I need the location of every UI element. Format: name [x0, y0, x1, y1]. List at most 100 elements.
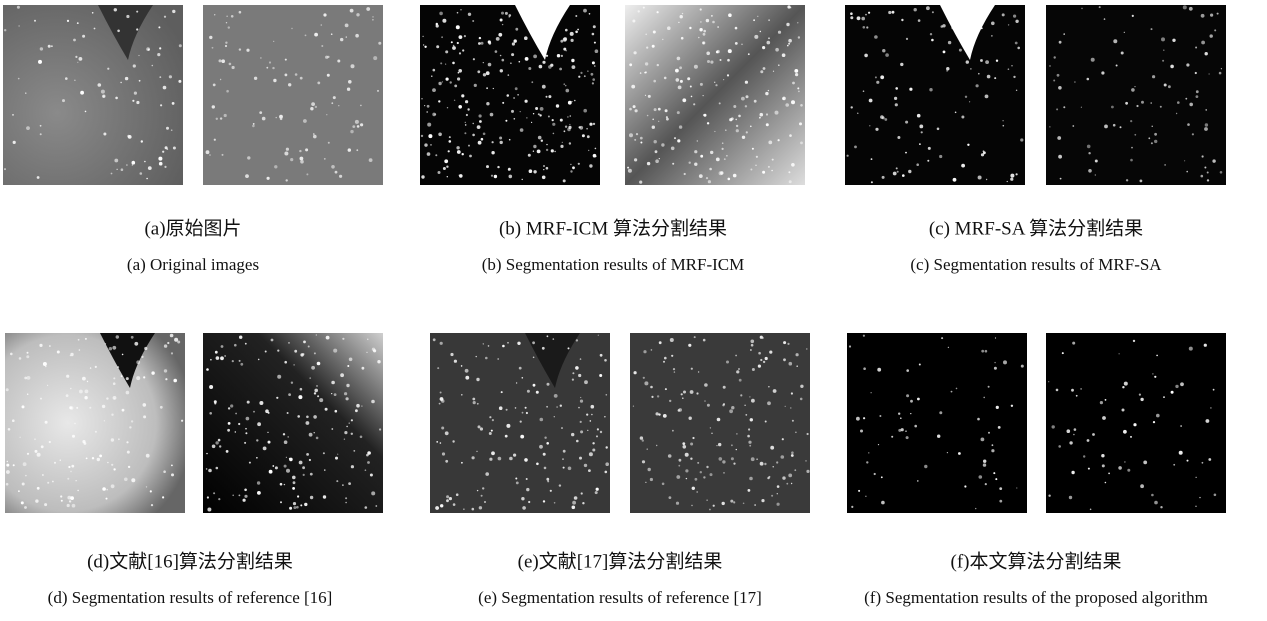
speckle	[277, 350, 279, 352]
speckle	[563, 467, 565, 469]
speckle	[592, 449, 595, 452]
speckle	[533, 357, 535, 359]
speckle	[303, 474, 305, 476]
speckle	[1151, 142, 1153, 144]
speckle	[736, 129, 739, 132]
speckle	[72, 504, 76, 508]
speckle	[1111, 106, 1114, 109]
speckle	[1080, 388, 1082, 390]
speckle	[113, 382, 116, 385]
speckle	[220, 117, 222, 119]
speckle	[905, 121, 908, 124]
speckle	[324, 158, 326, 160]
speckle	[421, 98, 422, 99]
speckle	[438, 133, 442, 137]
speckle	[334, 393, 337, 396]
speckle	[214, 139, 216, 141]
speckle	[690, 390, 694, 394]
speckle	[505, 435, 508, 438]
speckle	[866, 26, 868, 28]
speckle	[727, 59, 730, 62]
speckle	[1090, 509, 1092, 511]
speckle	[569, 142, 571, 144]
speckle	[719, 102, 721, 104]
speckle	[1081, 8, 1083, 10]
speckle	[752, 148, 754, 150]
speckle	[593, 123, 595, 125]
speckle	[84, 442, 87, 445]
speckle	[356, 13, 359, 16]
speckle	[351, 64, 355, 68]
speckle	[987, 75, 991, 79]
speckle	[340, 373, 344, 377]
speckle	[174, 338, 178, 342]
speckle	[249, 462, 251, 464]
speckle	[477, 403, 479, 405]
speckle	[1011, 65, 1012, 66]
speckle	[918, 19, 921, 22]
speckle	[635, 109, 638, 112]
speckle	[977, 11, 979, 13]
speckle	[691, 96, 693, 98]
speckle	[1134, 86, 1135, 87]
speckle	[723, 403, 725, 405]
speckle	[941, 25, 944, 28]
speckle	[169, 75, 172, 78]
speckle	[446, 499, 449, 502]
speckle	[591, 73, 594, 76]
speckle	[564, 84, 565, 85]
speckle	[114, 8, 117, 11]
speckle	[765, 421, 767, 423]
speckle	[554, 151, 555, 152]
speckle	[226, 90, 229, 93]
speckle	[632, 20, 635, 23]
speckle	[260, 57, 261, 58]
speckle	[532, 9, 535, 12]
speckle	[1217, 13, 1219, 15]
speckle	[288, 83, 291, 86]
speckle	[331, 165, 335, 169]
speckle	[272, 67, 274, 69]
speckle	[1189, 7, 1193, 11]
speckle	[571, 39, 574, 42]
speckle	[967, 144, 969, 146]
speckle	[499, 137, 502, 140]
speckle	[1124, 382, 1128, 386]
speckle	[593, 155, 595, 157]
speckle	[520, 111, 521, 112]
speckle	[897, 136, 900, 139]
speckle	[356, 404, 360, 408]
speckle	[574, 100, 576, 102]
speckle	[209, 385, 213, 389]
speckle	[1124, 32, 1125, 33]
speckle	[733, 174, 737, 178]
speckle	[1063, 106, 1065, 108]
speckle	[994, 77, 996, 79]
speckle	[994, 367, 997, 370]
speckle	[486, 71, 490, 75]
speckle	[757, 16, 758, 17]
speckle	[478, 42, 481, 45]
speckle	[580, 421, 582, 423]
speckle	[863, 367, 866, 370]
speckle	[717, 26, 719, 28]
speckle	[70, 406, 74, 410]
speckle	[73, 39, 76, 42]
speckle	[639, 181, 642, 184]
speckle	[882, 176, 885, 179]
speckle	[328, 142, 330, 144]
speckle	[512, 42, 515, 45]
speckle	[546, 96, 548, 98]
speckle	[172, 102, 175, 105]
speckle	[798, 91, 800, 93]
speckle	[606, 394, 608, 396]
speckle	[683, 391, 686, 394]
speckle	[576, 339, 578, 341]
speckle	[481, 42, 484, 45]
speckle	[993, 472, 995, 474]
speckle	[486, 102, 489, 105]
speckle	[1130, 436, 1132, 438]
speckle	[524, 36, 528, 40]
speckle	[1113, 39, 1117, 43]
speckle	[517, 94, 519, 96]
